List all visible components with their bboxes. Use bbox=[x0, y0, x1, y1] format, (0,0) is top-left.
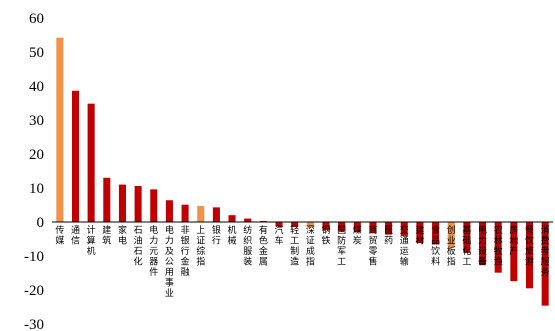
bar bbox=[525, 222, 534, 289]
bar bbox=[259, 220, 267, 222]
y-tick-label: -20 bbox=[24, 283, 44, 299]
category-label: 农林牧渔 bbox=[494, 224, 503, 268]
category-label: 建材 bbox=[415, 224, 424, 247]
bar bbox=[400, 222, 408, 236]
category-labels: 传媒通信计算机建筑家电石油石化电力元器件电力及公用事业非银行金融上证综指银行机械… bbox=[55, 224, 549, 299]
category-label: 非银行金融 bbox=[181, 224, 190, 278]
bar bbox=[181, 204, 189, 222]
category-label: 计算机 bbox=[87, 224, 96, 257]
y-tick-label: 20 bbox=[29, 147, 44, 163]
bar bbox=[385, 222, 393, 235]
bar bbox=[306, 222, 314, 228]
bar bbox=[541, 222, 549, 306]
category-label: 银行 bbox=[212, 224, 221, 247]
bar bbox=[479, 222, 487, 265]
bar bbox=[56, 37, 64, 222]
category-label: 传媒 bbox=[55, 224, 64, 247]
category-label: 商贸零售 bbox=[368, 224, 377, 268]
bar bbox=[353, 222, 361, 233]
category-label: 电力及公用事业 bbox=[165, 224, 174, 299]
bar bbox=[338, 222, 346, 232]
bars bbox=[56, 37, 549, 306]
bar bbox=[134, 185, 142, 222]
category-label: 建筑 bbox=[102, 224, 111, 247]
y-tick-label: 60 bbox=[29, 11, 44, 27]
bar bbox=[447, 222, 455, 248]
bar bbox=[322, 222, 330, 231]
y-tick-label: 50 bbox=[29, 45, 44, 61]
bar bbox=[197, 206, 205, 222]
y-tick-label: 0 bbox=[37, 215, 45, 231]
y-tick-label: 30 bbox=[29, 113, 44, 129]
bar bbox=[510, 222, 518, 282]
category-label: 消费者服务 bbox=[541, 224, 550, 278]
category-label: 房地产 bbox=[509, 224, 518, 257]
y-tick-label: 10 bbox=[29, 181, 44, 197]
category-label: 创业板指 bbox=[447, 224, 456, 268]
y-axis-ticks: 60 50 40 30 20 10 0 -10 -20 -30 bbox=[24, 11, 44, 331]
category-label: 有色金属 bbox=[259, 224, 268, 268]
bar bbox=[432, 222, 440, 245]
category-label: 基础化工 bbox=[462, 224, 471, 268]
category-label: 纺织服装 bbox=[243, 224, 252, 268]
category-label: 家电 bbox=[118, 224, 127, 247]
category-label: 餐饮旅游 bbox=[525, 224, 534, 268]
category-label: 石油石化 bbox=[134, 226, 143, 268]
category-label: 国防军工 bbox=[337, 225, 346, 268]
bar bbox=[244, 218, 252, 222]
category-label: 机械 bbox=[228, 224, 237, 247]
category-label: 电力元器件 bbox=[149, 224, 158, 278]
category-label: 深证成指 bbox=[306, 225, 315, 268]
bar bbox=[103, 177, 111, 222]
bar bbox=[463, 222, 471, 253]
bar bbox=[369, 222, 377, 234]
category-label: 通信 bbox=[71, 225, 80, 247]
bar bbox=[291, 222, 299, 228]
bar bbox=[494, 222, 502, 273]
bar bbox=[165, 200, 173, 222]
category-label: 食品饮料 bbox=[431, 224, 440, 268]
y-tick-label: 40 bbox=[29, 79, 44, 95]
y-tick-label: -30 bbox=[24, 317, 44, 331]
category-label: 煤炭 bbox=[353, 224, 362, 247]
category-label: 钢铁 bbox=[321, 224, 330, 247]
bar bbox=[87, 103, 95, 222]
bar bbox=[150, 189, 158, 222]
bar bbox=[275, 222, 283, 227]
category-label: 轻工制造 bbox=[290, 224, 299, 268]
bar bbox=[71, 90, 80, 222]
bar bbox=[212, 207, 220, 222]
category-label: 汽车 bbox=[275, 224, 284, 247]
category-label: 交通运输 bbox=[400, 224, 409, 268]
category-label: 电力设备 bbox=[478, 224, 487, 268]
bar bbox=[118, 184, 126, 222]
category-label: 医药 bbox=[384, 225, 393, 247]
bar bbox=[416, 222, 424, 244]
bar bbox=[228, 215, 236, 222]
y-tick-label: -10 bbox=[24, 249, 44, 265]
category-label: 上证综指 bbox=[196, 225, 205, 268]
